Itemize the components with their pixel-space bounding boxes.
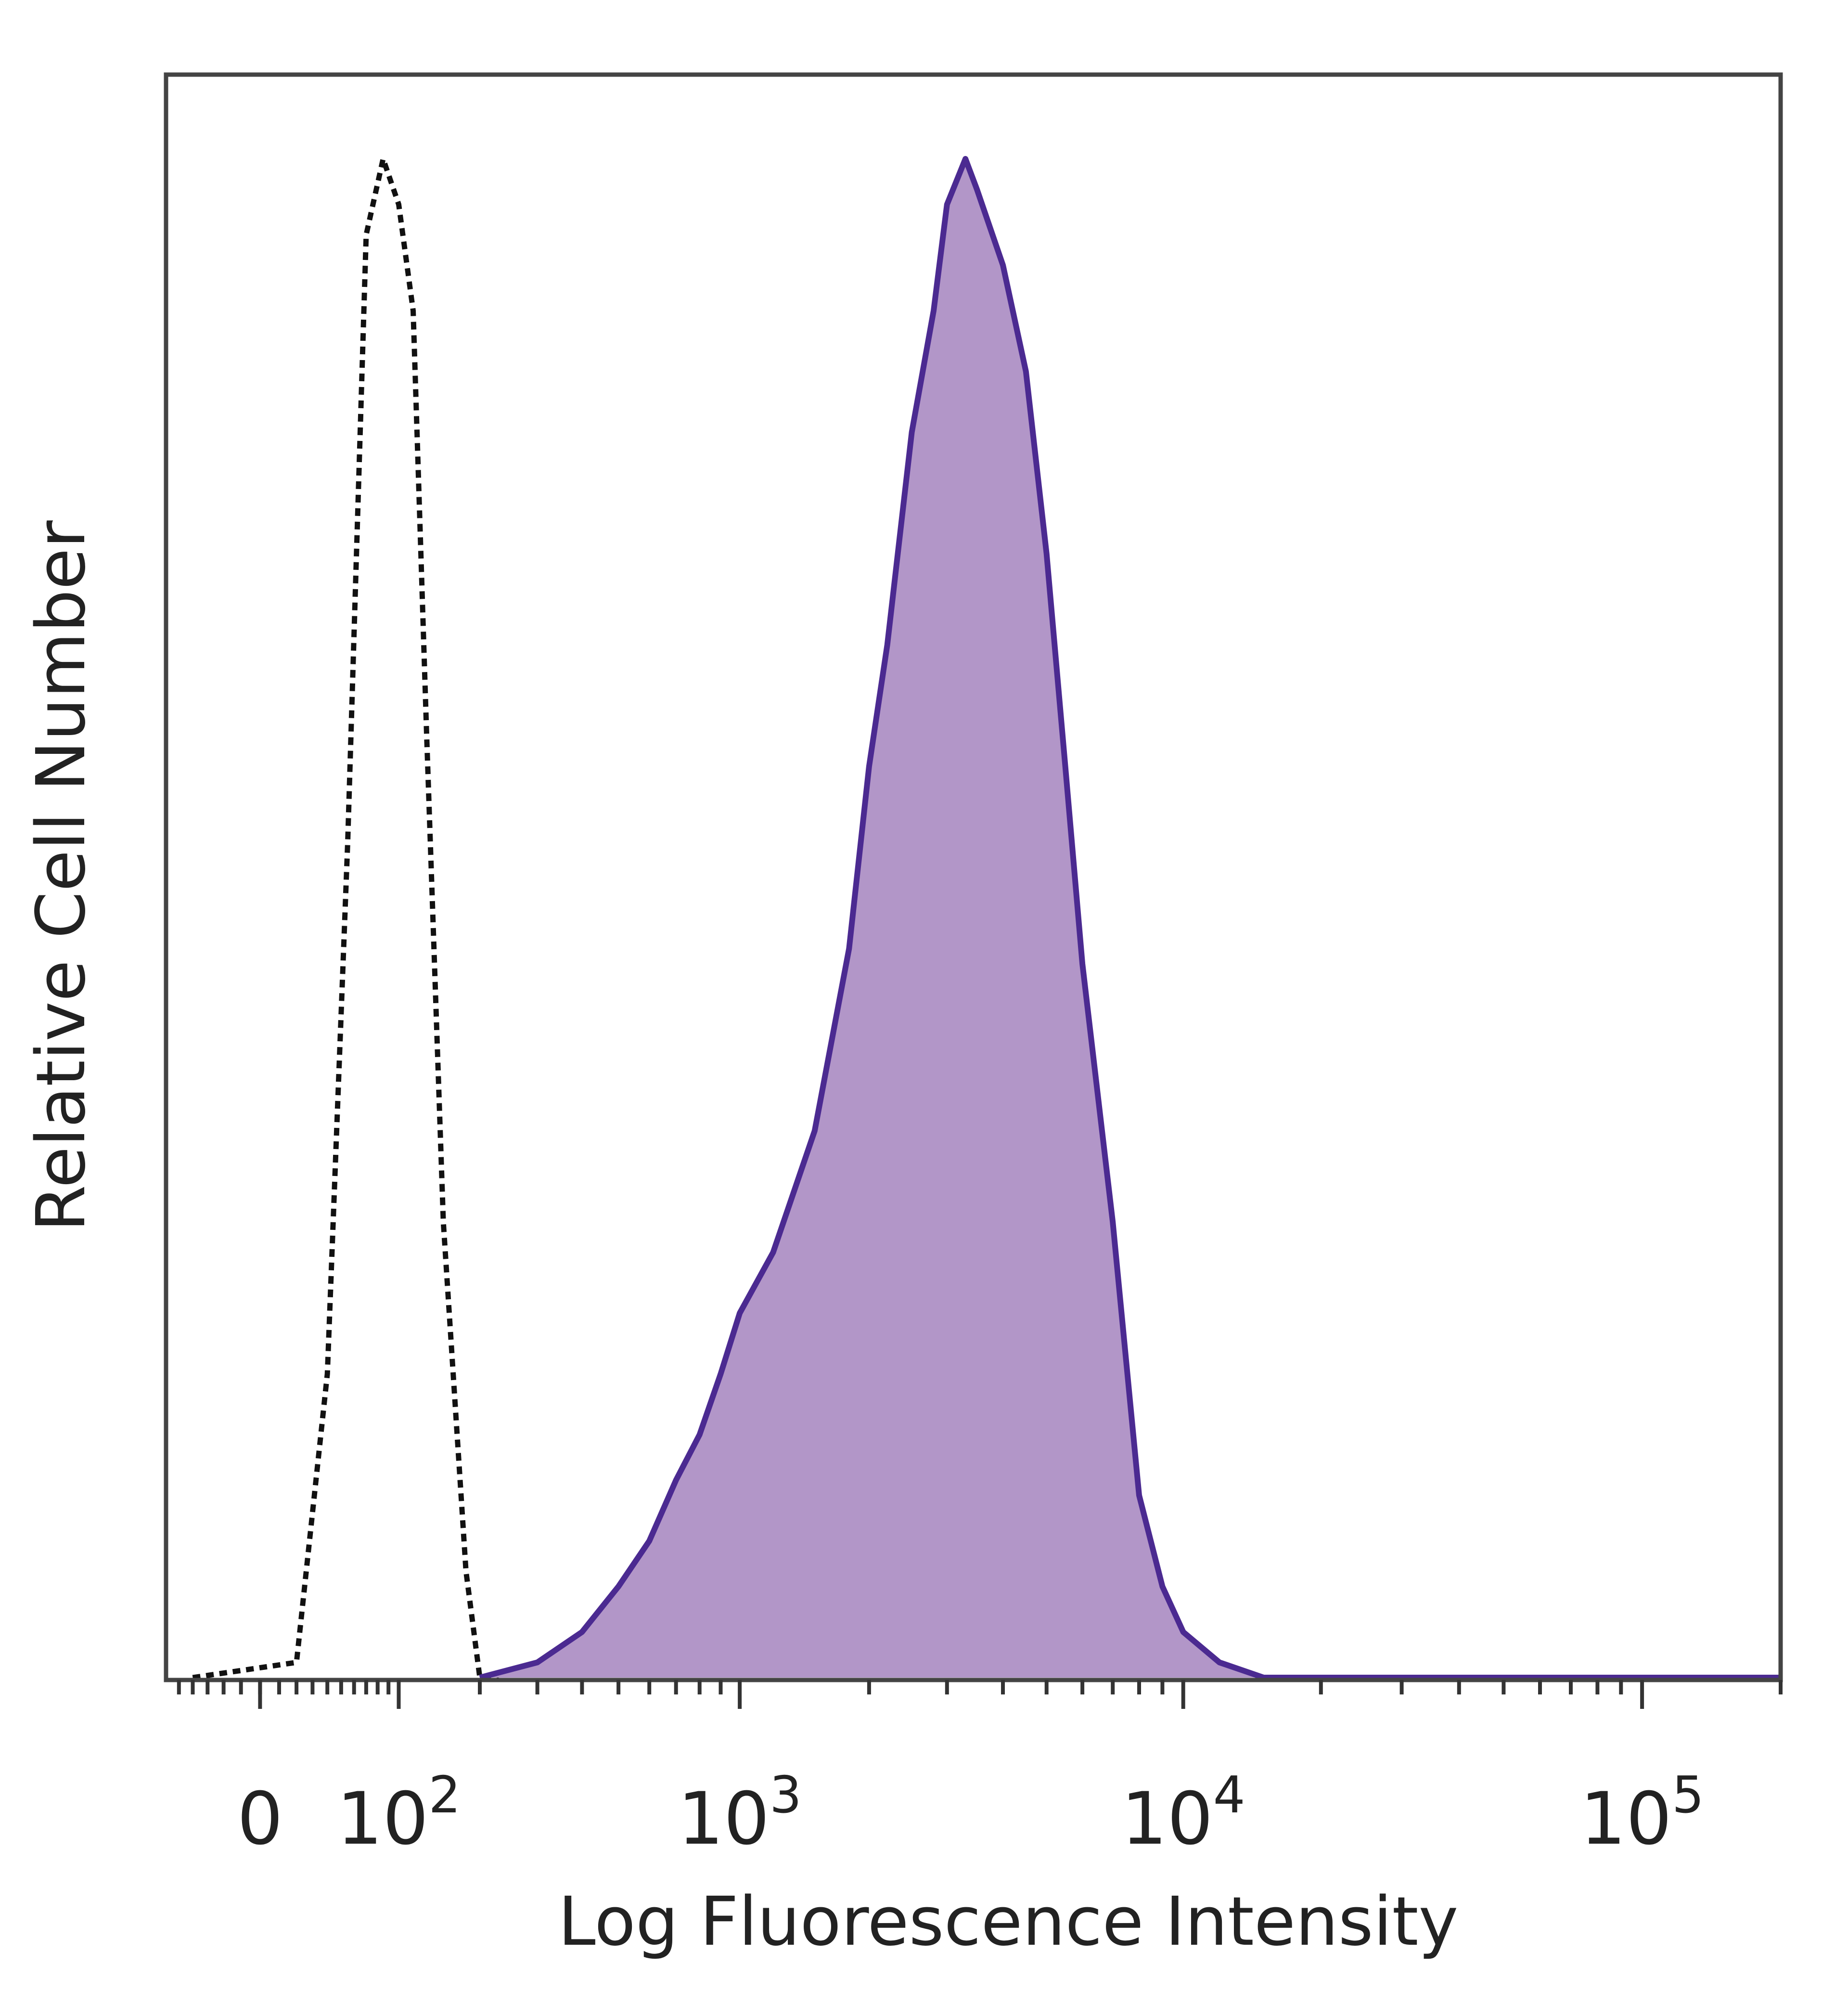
plot-frame xyxy=(164,72,1783,1682)
series-layer xyxy=(192,156,1781,1680)
series-1-line xyxy=(479,156,1781,1680)
x-tick-label: 0 xyxy=(237,1777,283,1861)
x-axis-title: Log Fluorescence Intensity xyxy=(558,1883,1459,1961)
x-ticks xyxy=(177,1680,1783,1709)
y-axis-title: Relative Cell Number xyxy=(22,520,101,1232)
series-0-line xyxy=(192,156,499,1680)
series-1-fill xyxy=(480,159,1781,1678)
x-tick-label: 104 xyxy=(1121,1766,1245,1861)
x-tick-label: 102 xyxy=(337,1766,461,1861)
x-tick-labels: 0 102 103 104 105 xyxy=(237,1766,1704,1861)
x-tick-label: 105 xyxy=(1580,1766,1704,1861)
x-tick-label: 103 xyxy=(678,1766,802,1861)
